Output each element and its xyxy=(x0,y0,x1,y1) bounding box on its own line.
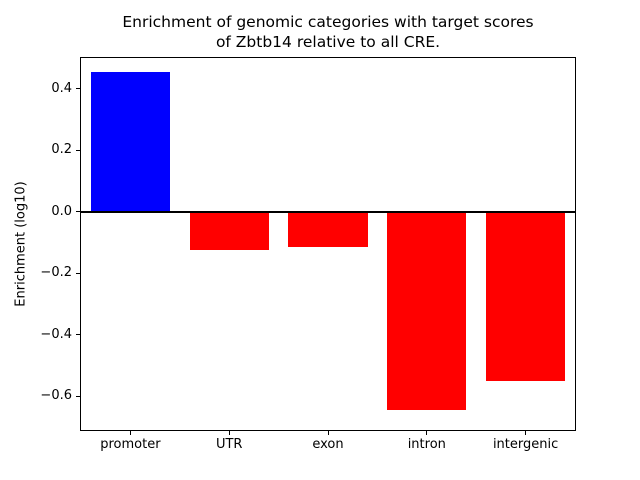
bar-UTR xyxy=(189,211,269,251)
bar-intron xyxy=(387,211,467,411)
x-tick-label-exon: exon xyxy=(312,437,344,452)
x-tick-mark xyxy=(228,431,230,435)
zero-line xyxy=(81,210,575,213)
x-tick-label-UTR: UTR xyxy=(215,437,243,452)
y-tick-mark xyxy=(76,88,80,90)
x-tick-mark xyxy=(129,431,131,435)
bar-intergenic xyxy=(486,211,566,381)
x-tick-label-intergenic: intergenic xyxy=(492,437,559,452)
y-tick-label: −0.2 xyxy=(40,265,72,281)
bar-exon xyxy=(288,211,368,248)
x-tick-mark xyxy=(327,431,329,435)
y-tick-label: 0.0 xyxy=(51,203,72,219)
y-tick-mark xyxy=(76,395,80,397)
chart-title: Enrichment of genomic categories with ta… xyxy=(122,13,534,51)
bar-promoter xyxy=(90,71,170,212)
y-tick-mark xyxy=(76,334,80,336)
y-tick-label: 0.4 xyxy=(51,80,72,96)
y-tick-mark xyxy=(76,149,80,151)
x-tick-label-intron: intron xyxy=(407,437,446,452)
x-tick-mark xyxy=(426,431,428,435)
y-tick-label: −0.4 xyxy=(40,326,72,342)
y-tick-label: −0.6 xyxy=(40,388,72,404)
x-tick-mark xyxy=(525,431,527,435)
y-tick-label: 0.2 xyxy=(51,142,72,158)
x-tick-label-promoter: promoter xyxy=(100,437,161,452)
y-tick-mark xyxy=(76,211,80,213)
y-axis-label: Enrichment (log10) xyxy=(13,181,29,307)
y-tick-mark xyxy=(76,272,80,274)
plot-area xyxy=(80,57,576,431)
